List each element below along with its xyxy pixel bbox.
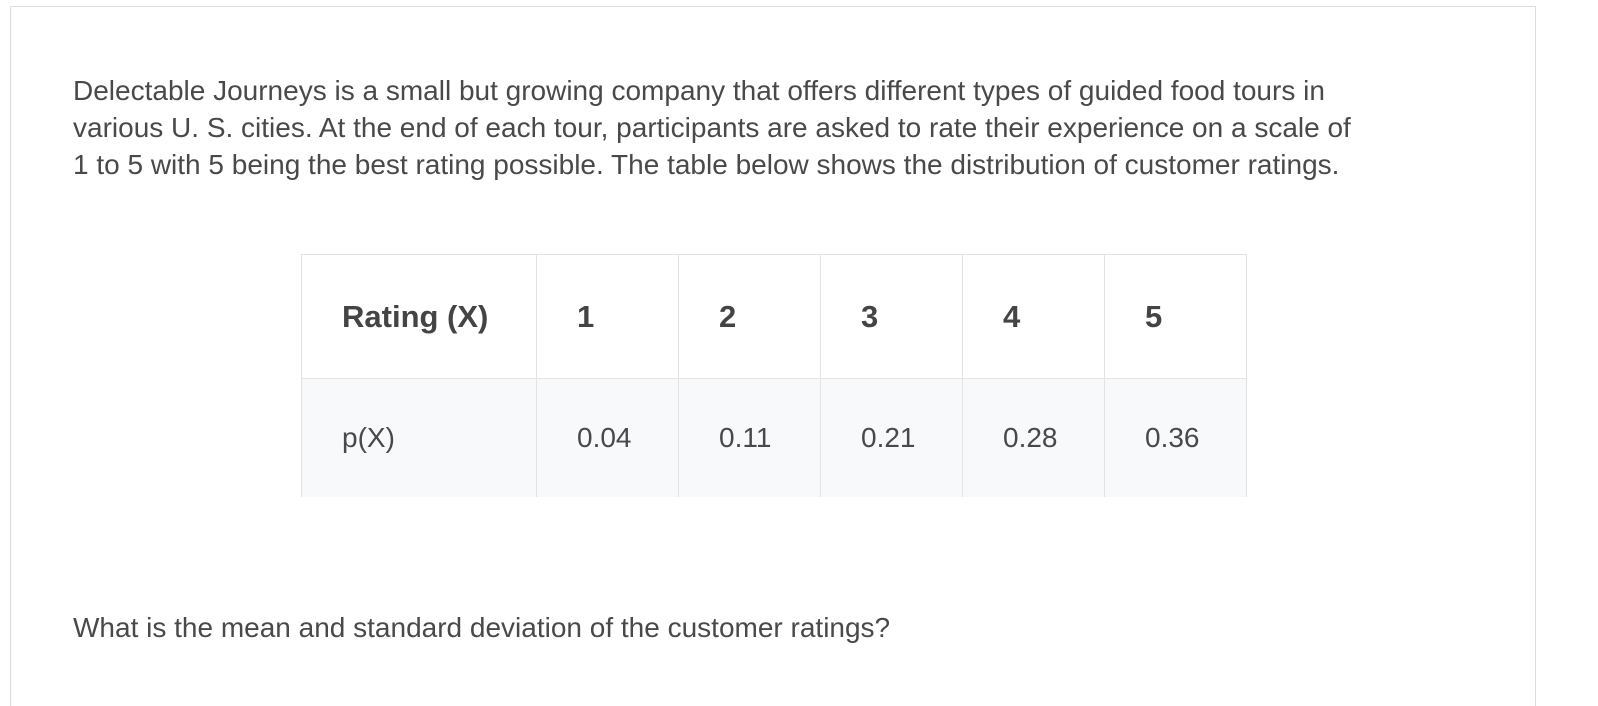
- text-line: various U. S. cities. At the end of each…: [73, 112, 1351, 143]
- data-cell: 0.11: [678, 378, 821, 497]
- header-cell: 1: [536, 254, 679, 379]
- problem-text: Delectable Journeys is a small but growi…: [73, 72, 1351, 183]
- data-cell: 0.36: [1104, 378, 1247, 497]
- text-line: Delectable Journeys is a small but growi…: [73, 75, 1325, 106]
- content-panel: [10, 6, 1536, 706]
- header-cell: Rating (X): [301, 254, 537, 379]
- data-cell: p(X): [301, 378, 537, 497]
- data-cell: 0.21: [820, 378, 963, 497]
- question: What is the mean and standard deviation …: [73, 612, 891, 643]
- header-cell: 3: [820, 254, 963, 379]
- header-cell: 2: [678, 254, 821, 379]
- text-line: 1 to 5 with 5 being the best rating poss…: [73, 149, 1340, 180]
- header-row: Rating (X) 1 2 3 4 5: [301, 254, 1247, 379]
- distribution-table: Rating (X) 1 2 3 4 5 p(X) 0.04 0.11 0.21 0.28 0.36: [301, 254, 1247, 497]
- header-cell: 4: [962, 254, 1105, 379]
- data-cell: 0.04: [536, 378, 679, 497]
- header-cell: 5: [1104, 254, 1247, 379]
- data-cell: 0.28: [962, 378, 1105, 497]
- data-row: p(X) 0.04 0.11 0.21 0.28 0.36: [301, 378, 1247, 497]
